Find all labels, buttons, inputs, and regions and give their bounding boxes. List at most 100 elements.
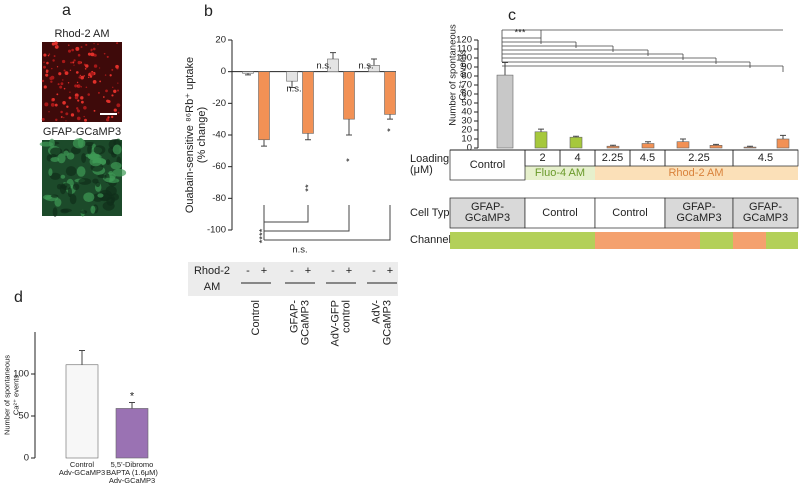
- table-cell: [594, 197, 666, 229]
- cell-dot: [43, 65, 46, 69]
- cell-dot: [45, 69, 49, 72]
- y-tick-label: 10: [461, 134, 472, 145]
- cell-blob: [84, 141, 95, 147]
- cell-blob: [97, 193, 104, 198]
- y-tick-label: 60: [461, 89, 472, 100]
- cell-dot: [68, 44, 70, 46]
- y-tick-label: 0: [467, 143, 472, 154]
- group-label: GFAP-: [288, 300, 300, 333]
- y-tick-label: 100: [456, 53, 472, 64]
- cell-dot: [65, 112, 69, 116]
- cell-dot: [85, 43, 88, 46]
- cell-dot: [84, 118, 88, 122]
- cell-dot: [52, 98, 55, 101]
- x-tick-label: 5,5'-Dibromo: [111, 460, 154, 469]
- cell-dot: [83, 115, 85, 118]
- cell-dot: [76, 116, 81, 121]
- cell-dot: [68, 96, 72, 100]
- row-label: Loading: [410, 153, 449, 165]
- cell-dot: [93, 42, 95, 45]
- cell-dot: [93, 64, 98, 68]
- y-tick-label: -20: [212, 98, 226, 109]
- cell-dot: [78, 76, 81, 79]
- row-label: Rhod-2: [194, 265, 230, 277]
- group-label: GCaMP3: [299, 300, 311, 345]
- cell-dot: [43, 53, 47, 57]
- cell-blob: [95, 181, 101, 187]
- cell-dot: [56, 93, 59, 96]
- cell-blob: [93, 145, 106, 155]
- cell-dot: [67, 82, 70, 84]
- cell-blob: [69, 194, 77, 205]
- group-label: GCaMP3: [381, 300, 393, 345]
- y-axis-label: (% change): [196, 107, 208, 163]
- error-bar: [371, 58, 377, 66]
- cell-blob: [112, 144, 122, 155]
- panel-label: a: [62, 2, 71, 19]
- cell-dot: [80, 75, 85, 80]
- bar: [709, 145, 723, 149]
- cell-blob: [90, 205, 96, 214]
- dye-label: Fluo-4 AM: [535, 167, 585, 179]
- annotation: n.s.: [286, 84, 301, 95]
- cell-dot: [92, 47, 96, 51]
- cell-dot: [63, 116, 65, 119]
- error-bar: [245, 73, 251, 76]
- cell-blob: [113, 138, 122, 147]
- cell-dot: [80, 85, 83, 88]
- cell-dot: [67, 49, 72, 53]
- bar: [743, 146, 757, 149]
- cell-blob: [60, 208, 69, 214]
- y-axis-label: Number of spontaneous: [448, 24, 459, 126]
- error-bar: [538, 128, 544, 132]
- cell-type: GCaMP3: [465, 212, 510, 224]
- cell-dot: [92, 80, 97, 84]
- cell-dot: [111, 115, 114, 119]
- y-tick-label: -100: [207, 225, 226, 236]
- series-sign: +: [346, 265, 352, 277]
- loading-label: 2.25: [602, 152, 623, 164]
- y-axis-label: Number of spontaneous: [2, 355, 11, 435]
- annotation: ****: [258, 228, 269, 243]
- table-cell: [664, 197, 734, 229]
- table-cell: [732, 149, 799, 167]
- image-label: GFAP-GCaMP3: [43, 126, 121, 138]
- cell-dot: [75, 107, 79, 110]
- y-axis-label: Ouabain-sensitive ⁸⁶Rb⁺ uptake: [184, 57, 196, 213]
- cell-dot: [87, 93, 91, 96]
- cell-dot: [89, 75, 93, 78]
- row-label: AM: [204, 281, 221, 293]
- bar: [496, 74, 514, 149]
- error-bar: [330, 52, 336, 59]
- cell-type: GFAP-: [471, 201, 504, 213]
- cell-dot: [97, 43, 99, 45]
- cell-dot: [54, 41, 58, 46]
- cell-dot: [116, 103, 121, 108]
- loading-label: 4.5: [758, 152, 773, 164]
- group-label: AdV-: [370, 300, 382, 324]
- cell-dot: [71, 48, 74, 52]
- annotation: n.s.: [316, 61, 331, 72]
- bar: [776, 138, 790, 149]
- cell-dot: [74, 84, 78, 88]
- y-tick-label: 70: [461, 80, 472, 91]
- cell-dot: [77, 99, 80, 102]
- cell-dot: [79, 74, 81, 76]
- cell-dot: [111, 94, 114, 97]
- cell-blob: [83, 192, 95, 202]
- error-bar: [502, 62, 508, 76]
- cell-dot: [60, 116, 63, 118]
- cell-dot: [113, 108, 117, 112]
- error-bar: [305, 133, 311, 141]
- bar: [65, 364, 99, 459]
- cell-blob: [98, 189, 113, 201]
- bar: [606, 145, 620, 149]
- cell-dot: [83, 106, 87, 110]
- cell-dot: [47, 54, 50, 57]
- cell-blob: [112, 168, 127, 177]
- cell-dot: [80, 46, 83, 49]
- cell-blob: [80, 210, 88, 214]
- cell-blob: [57, 153, 66, 164]
- cell-blob: [104, 177, 114, 183]
